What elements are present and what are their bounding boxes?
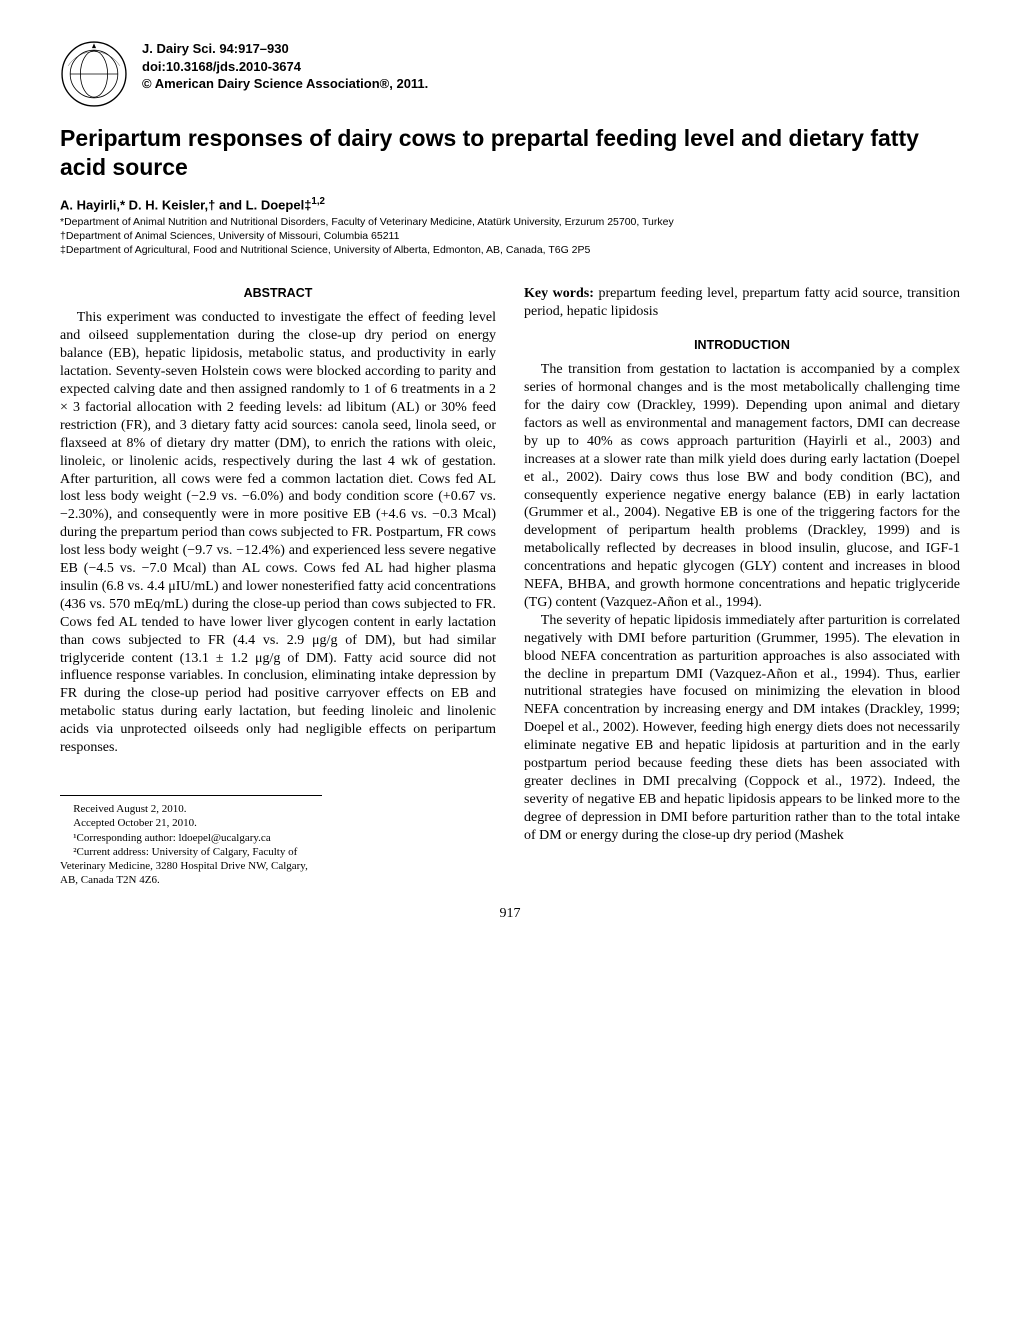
affiliation-1: *Department of Animal Nutrition and Nutr… (60, 215, 960, 229)
intro-paragraph-1: The transition from gestation to lactati… (524, 361, 960, 612)
intro-paragraph-2: The severity of hepatic lipidosis immedi… (524, 612, 960, 845)
keywords-line: Key words: prepartum feeding level, prep… (524, 285, 960, 321)
page-number: 917 (60, 906, 960, 922)
keywords-label: Key words: (524, 286, 594, 301)
page-container: J. Dairy Sci. 94:917–930 doi:10.3168/jds… (0, 0, 1020, 952)
journal-copyright: © American Dairy Science Association®, 2… (142, 75, 428, 93)
footnotes-block: Received August 2, 2010. Accepted Octobe… (60, 795, 322, 888)
journal-citation: J. Dairy Sci. 94:917–930 (142, 40, 428, 58)
footnote-accepted: Accepted October 21, 2010. (60, 816, 322, 830)
footnote-address: ²Current address: University of Calgary,… (60, 845, 322, 888)
adsa-logo-icon (60, 40, 128, 108)
abstract-heading: ABSTRACT (60, 285, 496, 301)
authors-text: A. Hayirli,* D. H. Keisler,† and L. Doep… (60, 197, 311, 212)
introduction-heading: INTRODUCTION (524, 337, 960, 353)
author-superscript: 1,2 (311, 196, 325, 207)
affiliation-2: †Department of Animal Sciences, Universi… (60, 229, 960, 243)
footnote-corresponding: ¹Corresponding author: ldoepel@ucalgary.… (60, 831, 322, 845)
author-line: A. Hayirli,* D. H. Keisler,† and L. Doep… (60, 196, 960, 212)
right-column: Key words: prepartum feeding level, prep… (524, 285, 960, 887)
left-column: ABSTRACT This experiment was conducted t… (60, 285, 496, 887)
abstract-text: This experiment was conducted to investi… (60, 309, 496, 757)
journal-doi: doi:10.3168/jds.2010-3674 (142, 58, 428, 76)
two-column-body: ABSTRACT This experiment was conducted t… (60, 285, 960, 887)
article-title: Peripartum responses of dairy cows to pr… (60, 124, 960, 182)
footnote-received: Received August 2, 2010. (60, 802, 322, 816)
affiliations-block: *Department of Animal Nutrition and Nutr… (60, 215, 960, 258)
header-row: J. Dairy Sci. 94:917–930 doi:10.3168/jds… (60, 40, 960, 108)
publication-meta: J. Dairy Sci. 94:917–930 doi:10.3168/jds… (142, 40, 428, 93)
affiliation-3: ‡Department of Agricultural, Food and Nu… (60, 243, 960, 257)
